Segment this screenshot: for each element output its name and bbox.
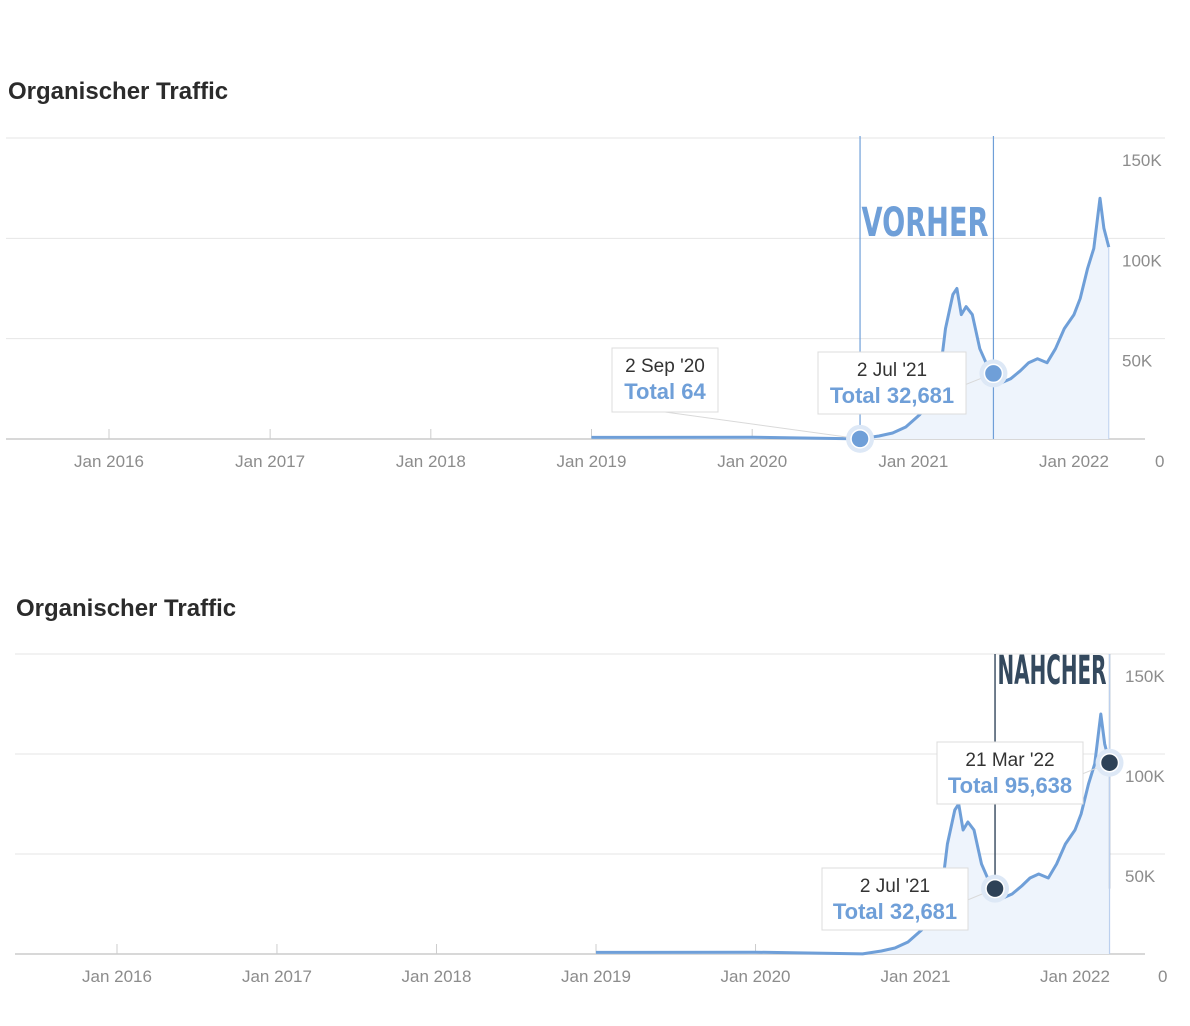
tooltip-date: 2 Jul '21	[860, 876, 930, 897]
period-label: NAHCHER	[998, 648, 1107, 694]
x-tick-label: Jan 2020	[717, 452, 787, 471]
x-tick-label: Jan 2019	[561, 967, 631, 986]
x-tick-label: Jan 2022	[1040, 967, 1110, 986]
x-tick-label: Jan 2018	[396, 452, 466, 471]
tooltip-total: Total 64	[624, 379, 706, 404]
y-tick-label: 150K	[1122, 151, 1162, 170]
period-label: VORHER	[862, 200, 989, 246]
tooltip-connector	[664, 411, 861, 440]
y-tick-label: 100K	[1125, 767, 1165, 786]
tooltip-box	[936, 741, 1084, 805]
x-tick-label: Jan 2016	[74, 452, 144, 471]
x-tick-label: Jan 2022	[1039, 452, 1109, 471]
y-tick-label: 150K	[1125, 667, 1165, 686]
data-point-marker[interactable]	[985, 878, 1005, 899]
y-tick-label: 100K	[1122, 251, 1162, 270]
y-tick-label: 0	[1158, 967, 1167, 986]
x-tick-label: Jan 2020	[721, 967, 791, 986]
tooltip-box	[821, 867, 969, 931]
tooltip-total: Total 32,681	[830, 383, 954, 408]
x-tick-label: Jan 2016	[82, 967, 152, 986]
traffic-chart-svg: 150K 100K 50K 0 Jan 2016 Jan 2017 Jan 2018 Jan …	[6, 136, 1165, 471]
x-tick-label: Jan 2021	[878, 452, 948, 471]
data-point-marker[interactable]	[983, 363, 1004, 384]
y-tick-label: 0	[1155, 452, 1164, 471]
tooltip-date: 2 Sep '20	[625, 356, 705, 377]
x-tick-label: Jan 2018	[402, 967, 472, 986]
x-tick-label: Jan 2017	[235, 452, 305, 471]
tooltip-total: Total 32,681	[833, 899, 957, 924]
chart-title: Organischer Traffic	[8, 78, 229, 105]
traffic-chart-svg: 150K 100K 50K 0 Jan 2016 Jan 2017 Jan 2018 Jan …	[15, 648, 1167, 986]
tooltip-date: 21 Mar '22	[965, 750, 1054, 771]
chart-before: Organischer Traffic 150K 100K 50K 0 Jan 2016…	[0, 0, 1190, 500]
x-tick-label: Jan 2019	[557, 452, 627, 471]
tooltip-box	[817, 351, 967, 415]
data-point-marker[interactable]	[1099, 752, 1120, 773]
data-point-marker[interactable]	[850, 429, 870, 449]
x-tick-label: Jan 2017	[242, 967, 312, 986]
tooltip-box	[611, 347, 719, 413]
tooltip-total: Total 95,638	[948, 773, 1072, 798]
y-tick-label: 50K	[1122, 352, 1153, 371]
chart-after: Organischer Traffic 150K 100K 50K 0 Jan 2016…	[0, 500, 1190, 1026]
chart-title: Organischer Traffic	[16, 595, 237, 622]
x-tick-label: Jan 2021	[881, 967, 951, 986]
tooltip-date: 2 Jul '21	[857, 360, 927, 381]
y-tick-label: 50K	[1125, 867, 1156, 886]
